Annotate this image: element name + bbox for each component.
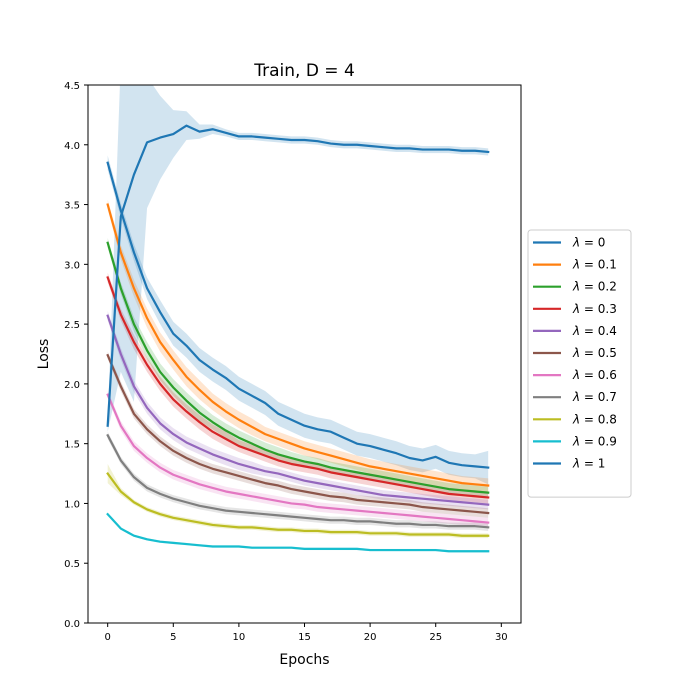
- series-line-3: [106, 276, 490, 499]
- x-tick-label: 0: [104, 632, 110, 643]
- chart-title: Train, D = 4: [253, 61, 355, 81]
- legend-label: λ = 0.7: [572, 390, 617, 404]
- series-line-4: [106, 314, 490, 506]
- y-axis-label: Loss: [36, 339, 52, 370]
- legend-entry-10: λ = 1: [533, 457, 605, 471]
- legend-box: [527, 229, 632, 498]
- legend-entry-7: λ = 0.7: [533, 390, 617, 404]
- legend-entry-4: λ = 0.4: [533, 324, 617, 338]
- legend: λ = 0 λ = 0.1 λ = 0.2 λ = 0.3 λ = 0.4 λ = 0.5…: [527, 229, 632, 498]
- series-lines: [106, 124, 490, 553]
- legend-entry-5: λ = 0.5: [533, 346, 617, 360]
- legend-entry-3: λ = 0.3: [533, 302, 617, 316]
- legend-entry-2: λ = 0.2: [533, 280, 617, 294]
- x-axis: 0 5 10 15 20 25 30: [104, 623, 508, 643]
- x-tick-label: 15: [298, 632, 311, 643]
- series-line-8: [106, 472, 490, 537]
- y-tick-label: 4.0: [64, 141, 80, 152]
- series-line-7: [106, 433, 490, 529]
- x-axis-label: Epochs: [279, 652, 329, 668]
- y-tick-label: 1.5: [64, 440, 80, 451]
- y-tick-label: 4.5: [64, 81, 80, 92]
- y-tick-label: 3.0: [64, 260, 80, 271]
- legend-entry-8: λ = 0.8: [533, 412, 617, 426]
- series-line-2: [106, 241, 490, 494]
- confidence-band-series-0: [107, 155, 489, 485]
- series-line-9: [106, 512, 490, 553]
- legend-label: λ = 0.8: [572, 412, 617, 426]
- x-tick-label: 25: [429, 632, 442, 643]
- confidence-band-series-10: [107, 85, 489, 432]
- x-tick-label: 10: [233, 632, 246, 643]
- legend-label: λ = 0.9: [572, 434, 617, 448]
- legend-label: λ = 0.2: [572, 280, 617, 294]
- legend-label: λ = 0.5: [572, 346, 617, 360]
- y-tick-label: 0.5: [64, 559, 80, 570]
- legend-entry-0: λ = 0: [533, 236, 605, 250]
- legend-label: λ = 0.6: [572, 368, 617, 382]
- confidence-band-series-6: [107, 391, 489, 528]
- y-tick-label: 0.0: [64, 619, 80, 630]
- y-axis: 0.0 0.5 1.0 1.5 2.0 2.5 3.0 3.5 4.0 4.5: [64, 81, 88, 630]
- legend-label: λ = 1: [572, 457, 605, 471]
- x-tick-label: 30: [495, 632, 508, 643]
- y-tick-label: 2.0: [64, 380, 80, 391]
- y-tick-label: 3.5: [64, 201, 80, 212]
- y-tick-label: 1.0: [64, 499, 80, 510]
- x-tick-label: 20: [364, 632, 377, 643]
- legend-label: λ = 0.3: [572, 302, 617, 316]
- series-line-1: [106, 203, 490, 487]
- legend-entry-6: λ = 0.6: [533, 368, 617, 382]
- y-tick-label: 2.5: [64, 320, 80, 331]
- series-line-10: [106, 124, 490, 427]
- legend-entry-1: λ = 0.1: [533, 258, 617, 272]
- series-line-5: [106, 353, 490, 515]
- legend-label: λ = 0.1: [572, 258, 617, 272]
- legend-label: λ = 0: [572, 236, 605, 250]
- legend-label: λ = 0.4: [572, 324, 617, 338]
- series-line-0: [106, 161, 490, 469]
- x-tick-label: 5: [170, 632, 176, 643]
- legend-entry-9: λ = 0.9: [533, 434, 617, 448]
- series-line-6: [106, 393, 490, 524]
